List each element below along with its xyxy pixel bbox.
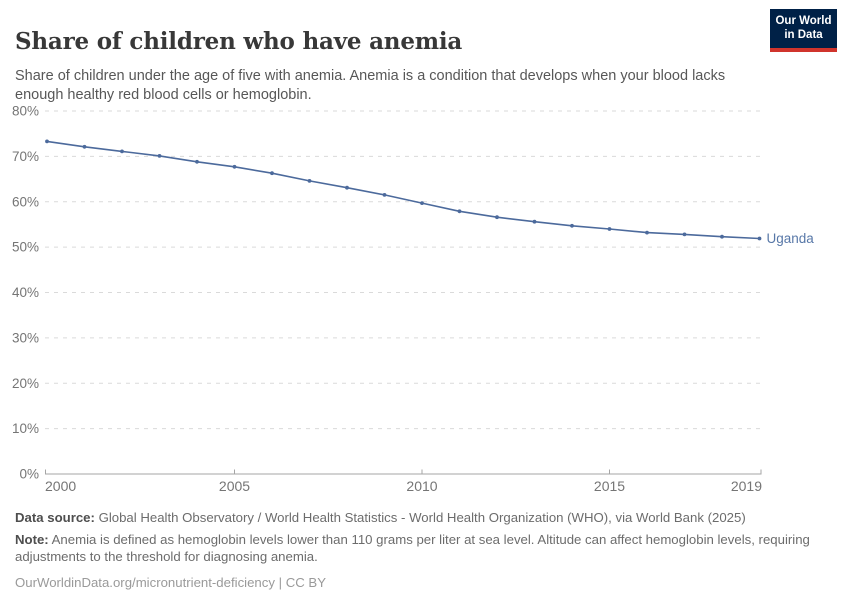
data-point-2004 xyxy=(195,159,199,164)
x-axis-label-2019: 2019 xyxy=(731,478,762,494)
data-point-2002 xyxy=(120,149,124,154)
line-uganda xyxy=(46,140,760,240)
data-point-2015 xyxy=(607,227,612,231)
logo-line1: Our World xyxy=(775,15,832,27)
data-point-2000 xyxy=(45,139,49,144)
chart-subtitle: Share of children under the age of five … xyxy=(15,67,726,103)
license-link[interactable]: OurWorldinData.org/micronutrient-deficie… xyxy=(15,575,327,590)
data-point-2010 xyxy=(420,201,424,206)
data-point-2019 xyxy=(757,236,762,241)
note-label: Note: xyxy=(15,532,49,547)
data-point-2006 xyxy=(270,171,274,176)
data-point-2007 xyxy=(307,179,312,183)
data-source-text: Global Health Observatory / World Health… xyxy=(98,510,746,525)
data-source-label: Data source: xyxy=(15,510,95,525)
y-axis-label-10: 10% xyxy=(12,421,39,436)
x-axis-label-2015: 2015 xyxy=(594,478,625,494)
y-axis-label-20: 20% xyxy=(12,376,39,391)
y-axis-label-80: 80% xyxy=(12,104,39,119)
x-axis-label-2005: 2005 xyxy=(219,478,250,494)
data-point-2011 xyxy=(457,209,462,214)
data-point-2009 xyxy=(382,193,387,197)
note-text: Anemia is defined as hemoglobin levels l… xyxy=(15,532,810,564)
data-point-2017 xyxy=(682,232,687,237)
x-axis-label-2000: 2000 xyxy=(45,478,76,494)
owid-logo[interactable]: Our World in Data xyxy=(770,9,837,52)
note-line: Note: Anemia is defined as hemoglobin le… xyxy=(15,531,845,565)
data-point-2003 xyxy=(157,154,162,158)
data-point-2005 xyxy=(232,164,237,169)
y-axis-label-40: 40% xyxy=(12,285,39,300)
chart-footer: Data source: Global Health Observatory /… xyxy=(15,509,845,591)
series-end-label: Uganda xyxy=(767,231,815,246)
y-axis-label-60: 60% xyxy=(12,194,39,209)
data-point-2016 xyxy=(645,230,649,235)
logo-line2: in Data xyxy=(784,28,823,41)
x-axis-label-2010: 2010 xyxy=(406,478,437,494)
data-point-2008 xyxy=(345,185,349,190)
y-axis-label-50: 50% xyxy=(12,240,39,255)
data-point-2013 xyxy=(532,219,537,224)
data-point-2018 xyxy=(720,234,724,239)
y-axis-label-70: 70% xyxy=(12,149,39,164)
data-source-line: Data source: Global Health Observatory /… xyxy=(15,509,845,526)
data-point-2001 xyxy=(82,144,87,149)
y-axis-label-30: 30% xyxy=(12,330,39,345)
page-title: Share of children who have anemia xyxy=(15,28,463,56)
y-axis-label-0: 0% xyxy=(19,467,39,482)
data-point-2012 xyxy=(495,215,499,220)
data-point-2014 xyxy=(570,223,574,228)
